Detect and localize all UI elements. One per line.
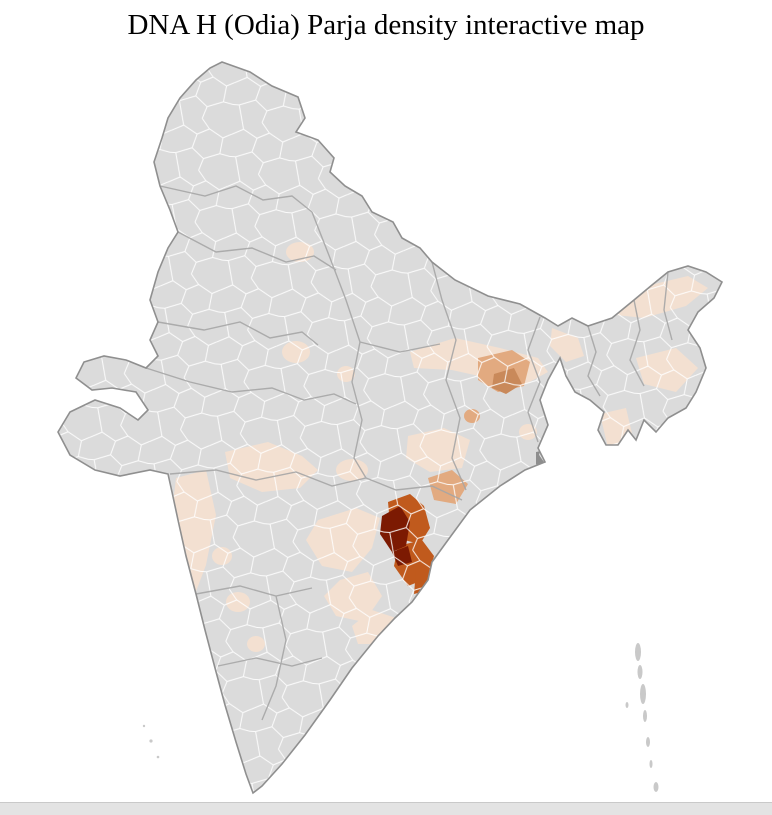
horizontal-scrollbar[interactable]: [0, 802, 772, 815]
andaman-island: [625, 702, 629, 708]
state-borders: [145, 185, 673, 721]
nicobar-island: [649, 760, 653, 768]
andaman-island: [643, 710, 647, 722]
lakshadweep-island: [149, 739, 153, 743]
india-density-map[interactable]: [0, 52, 772, 807]
nicobar-island: [653, 782, 659, 792]
nicobar-island: [646, 737, 650, 747]
district-borders-overlay: [58, 62, 722, 793]
andaman-island: [640, 684, 646, 704]
map-title: DNA H (Odia) Parja density interactive m…: [127, 9, 645, 41]
lakshadweep-island: [156, 755, 160, 759]
island-chains: [142, 643, 659, 792]
lakshadweep-island: [142, 724, 146, 728]
andaman-island: [637, 665, 643, 679]
india-outline: [57, 61, 724, 795]
andaman-island: [635, 643, 641, 661]
